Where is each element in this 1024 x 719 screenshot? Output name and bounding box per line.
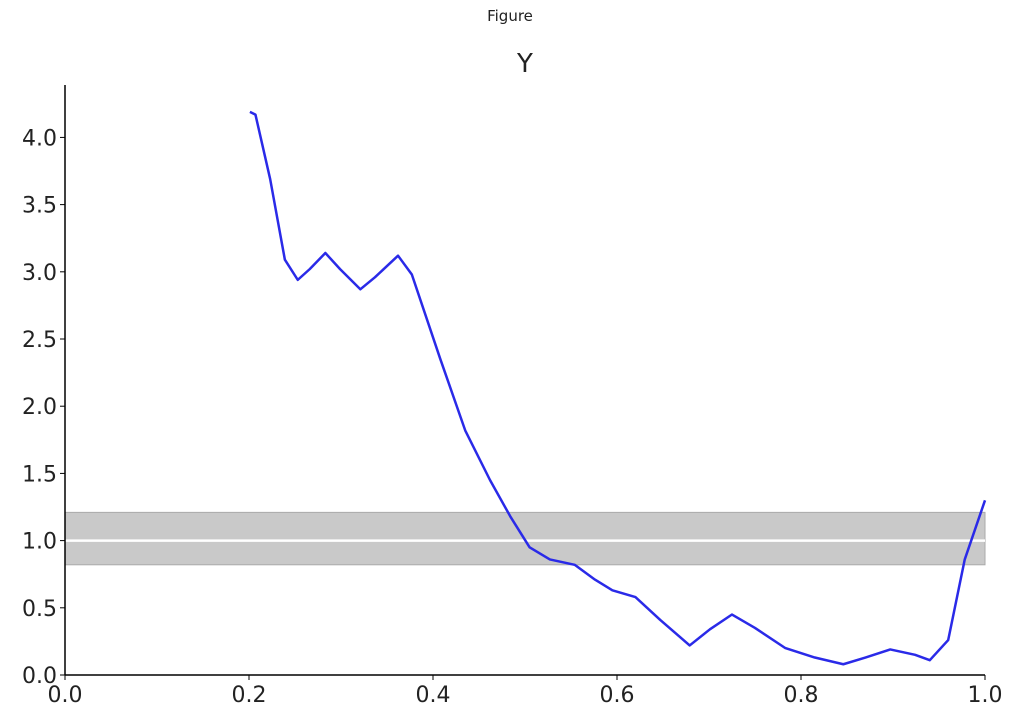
y-tick-label: 0.0 [22, 664, 57, 689]
x-tick-label: 0.8 [784, 683, 819, 708]
data-line [249, 110, 987, 666]
x-tick-label: 0.2 [232, 683, 267, 708]
chart-title: Y [516, 49, 533, 79]
y-tick-label: 2.0 [22, 395, 57, 420]
y-tick-label: 1.0 [22, 530, 57, 555]
x-tick-label: 1.0 [968, 683, 1003, 708]
x-tick-label: 0.4 [416, 683, 451, 708]
y-tick-label: 4.0 [22, 126, 57, 151]
x-tick-label: 0.6 [600, 683, 635, 708]
y-tick-label: 3.0 [22, 261, 57, 286]
window-title: Figure [487, 7, 533, 25]
y-tick-label: 0.5 [22, 597, 57, 622]
y-tick-label: 2.5 [22, 328, 57, 353]
x-tick-label: 0.0 [48, 683, 83, 708]
y-tick-label: 1.5 [22, 462, 57, 487]
y-tick-label: 3.5 [22, 194, 57, 219]
